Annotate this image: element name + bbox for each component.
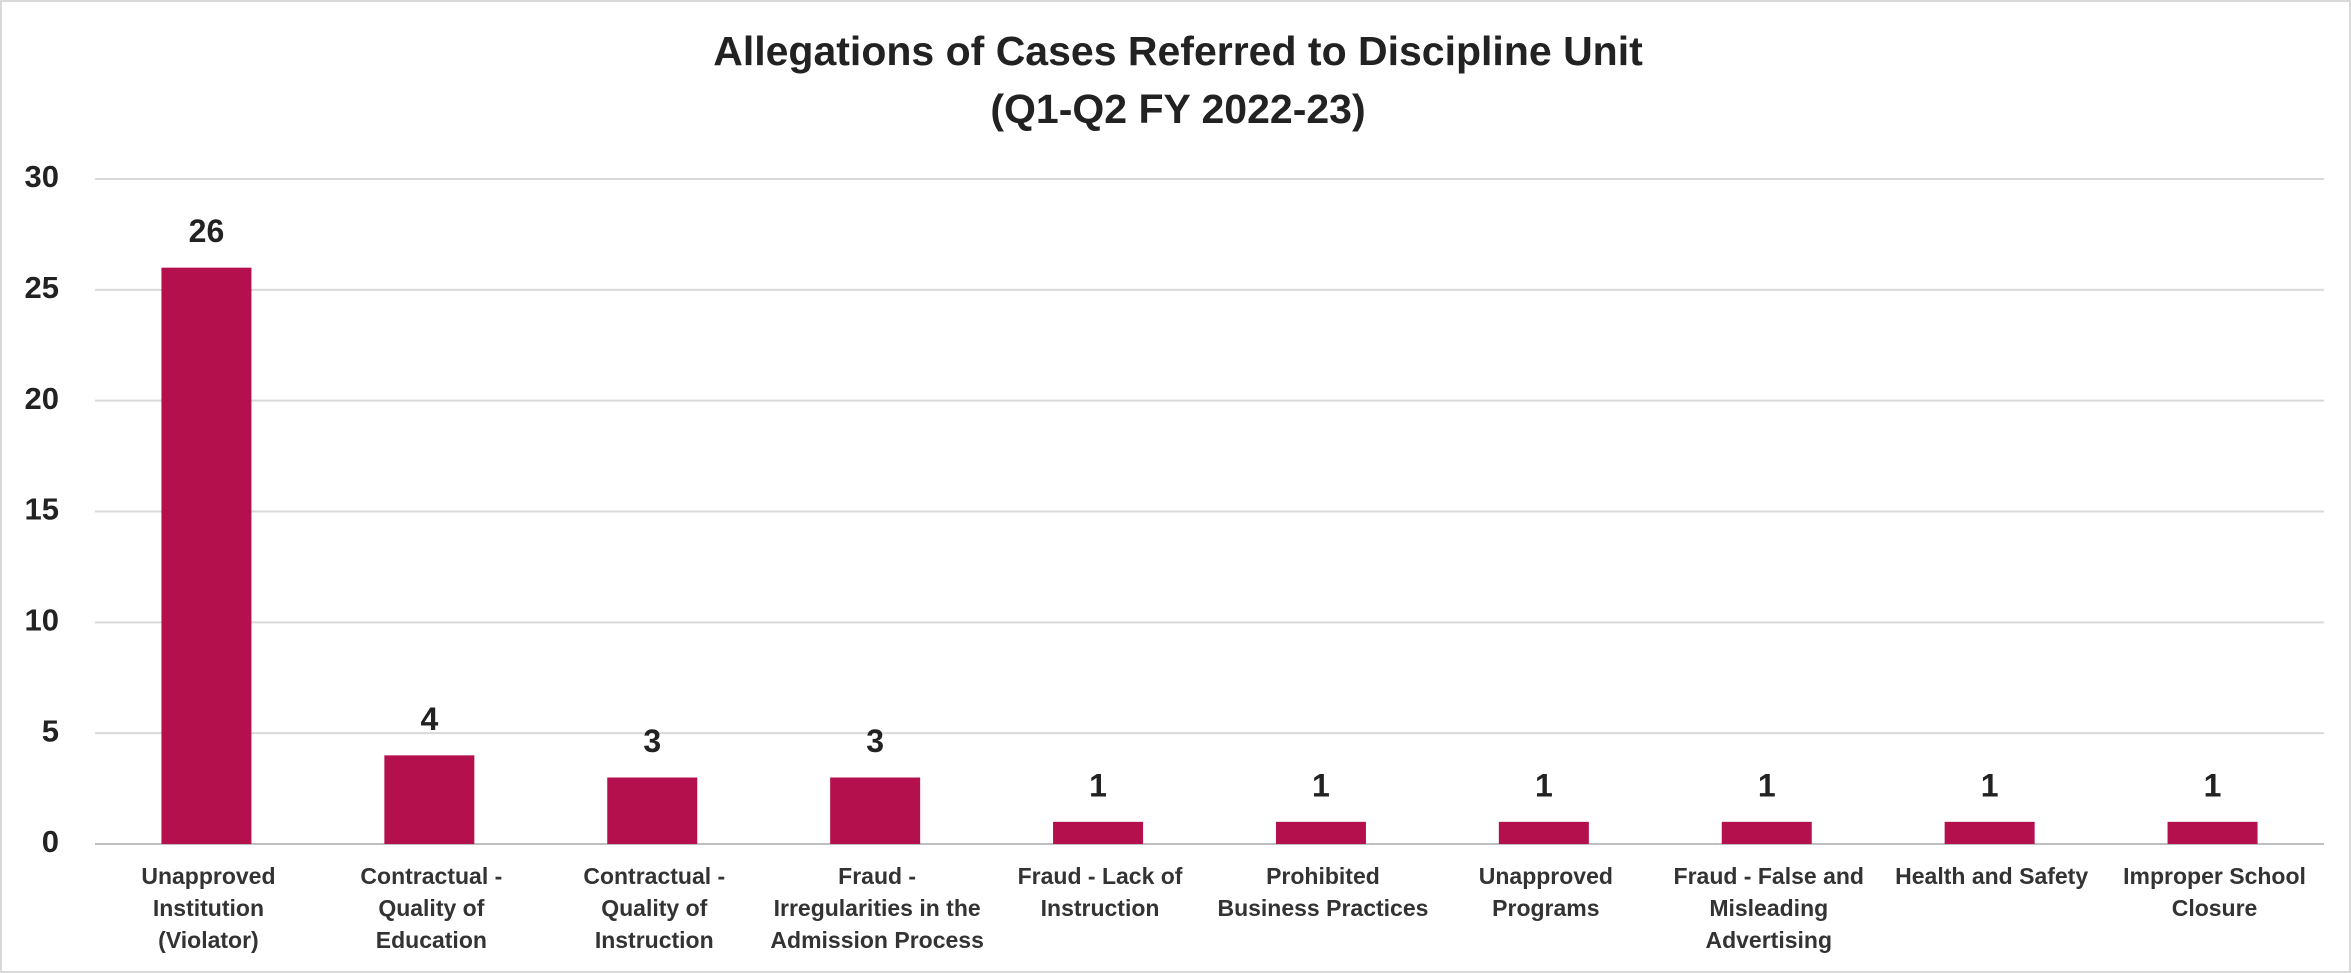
x-tick-label: Fraud - False and Misleading Advertising [1673,863,1864,953]
y-tick-label: 20 [25,381,59,416]
data-label: 1 [1312,767,1330,803]
x-tick-label: Health and Safety [1895,863,2089,889]
bar [2167,821,2258,844]
x-tick-label: Prohibited Business Practices [1217,863,1429,921]
data-label: 1 [1981,767,1999,803]
data-label: 3 [866,723,884,759]
data-label: 4 [420,701,438,737]
y-tick-label: 0 [42,824,59,859]
bar [161,267,252,845]
data-label: 1 [2204,767,2222,803]
y-tick-label: 10 [25,603,59,638]
data-label: 1 [1535,767,1553,803]
bar [384,755,475,844]
data-label: 26 [189,213,225,249]
x-tick-label: Contractual - Quality of Education [360,863,503,953]
y-tick-label: 15 [25,492,59,527]
data-label: 1 [1089,767,1107,803]
y-tick-label: 30 [25,159,59,194]
bar [830,777,921,844]
bar [1053,821,1144,844]
data-label: 3 [643,723,661,759]
x-tick-label: Unapproved Institution (Violator) [141,863,276,953]
y-tick-label: 5 [42,713,59,748]
x-tick-label: Fraud - Irregularities in the Admission … [770,863,984,953]
chart-title: Allegations of Cases Referred to Discipl… [713,28,1643,74]
x-tick-label: Improper School Closure [2123,863,2306,921]
bar [1721,821,1812,844]
bar [607,777,698,844]
data-label: 1 [1758,767,1776,803]
bar [1498,821,1589,844]
x-tick-label: Unapproved Programs [1478,863,1613,921]
x-tick-label: Contractual - Quality of Instruction [583,863,726,953]
chart-subtitle: (Q1-Q2 FY 2022-23) [990,86,1365,132]
x-tick-label: Fraud - Lack of Instruction [1017,863,1183,921]
bar [1275,821,1366,844]
y-tick-label: 25 [25,270,59,305]
bar [1944,821,2035,844]
